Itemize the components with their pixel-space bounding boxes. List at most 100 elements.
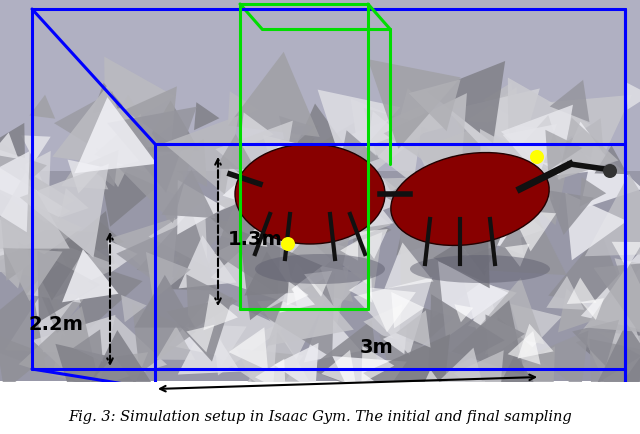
Polygon shape bbox=[566, 278, 596, 304]
Polygon shape bbox=[15, 229, 96, 301]
Polygon shape bbox=[262, 178, 305, 224]
Polygon shape bbox=[200, 325, 246, 366]
Polygon shape bbox=[211, 218, 297, 306]
Polygon shape bbox=[593, 261, 640, 335]
Polygon shape bbox=[465, 143, 536, 215]
Polygon shape bbox=[396, 311, 431, 348]
Text: Fig. 3: Simulation setup in Isaac Gym. The initial and final sampling: Fig. 3: Simulation setup in Isaac Gym. T… bbox=[68, 409, 572, 423]
Polygon shape bbox=[68, 160, 102, 194]
Polygon shape bbox=[501, 105, 573, 181]
Polygon shape bbox=[484, 202, 566, 276]
Polygon shape bbox=[349, 276, 372, 303]
Text: 3m: 3m bbox=[360, 338, 394, 357]
Polygon shape bbox=[111, 218, 175, 284]
Polygon shape bbox=[19, 306, 100, 390]
Polygon shape bbox=[37, 251, 100, 322]
Polygon shape bbox=[166, 298, 233, 362]
Polygon shape bbox=[186, 325, 214, 352]
Polygon shape bbox=[585, 263, 640, 334]
Polygon shape bbox=[320, 266, 365, 310]
Polygon shape bbox=[0, 173, 70, 249]
Polygon shape bbox=[228, 53, 320, 138]
Polygon shape bbox=[114, 352, 148, 384]
Polygon shape bbox=[581, 249, 640, 336]
Polygon shape bbox=[207, 199, 284, 270]
Polygon shape bbox=[0, 194, 49, 248]
Polygon shape bbox=[204, 294, 238, 330]
Ellipse shape bbox=[235, 145, 385, 244]
Polygon shape bbox=[271, 223, 346, 300]
Polygon shape bbox=[557, 122, 615, 176]
Polygon shape bbox=[294, 104, 345, 151]
Polygon shape bbox=[114, 122, 185, 199]
Polygon shape bbox=[317, 90, 400, 171]
Polygon shape bbox=[580, 145, 640, 210]
Polygon shape bbox=[239, 230, 323, 320]
Polygon shape bbox=[326, 181, 391, 249]
Polygon shape bbox=[577, 286, 640, 350]
Polygon shape bbox=[108, 240, 138, 273]
Polygon shape bbox=[132, 304, 196, 373]
Polygon shape bbox=[121, 295, 147, 322]
Polygon shape bbox=[400, 215, 470, 295]
Polygon shape bbox=[484, 324, 518, 355]
Polygon shape bbox=[343, 166, 371, 192]
Polygon shape bbox=[456, 122, 491, 153]
Circle shape bbox=[281, 237, 295, 251]
Polygon shape bbox=[355, 230, 388, 260]
Polygon shape bbox=[532, 331, 589, 391]
Polygon shape bbox=[340, 240, 358, 261]
Polygon shape bbox=[0, 284, 46, 371]
Polygon shape bbox=[287, 282, 308, 306]
Text: 2.2m: 2.2m bbox=[28, 315, 83, 334]
Polygon shape bbox=[178, 319, 241, 375]
Polygon shape bbox=[505, 244, 529, 267]
Polygon shape bbox=[62, 250, 118, 302]
Polygon shape bbox=[210, 294, 284, 375]
Polygon shape bbox=[576, 316, 640, 394]
Polygon shape bbox=[581, 299, 604, 320]
Polygon shape bbox=[40, 293, 84, 334]
Polygon shape bbox=[235, 329, 323, 404]
Polygon shape bbox=[287, 265, 349, 330]
Polygon shape bbox=[550, 81, 589, 123]
Polygon shape bbox=[363, 335, 450, 429]
Polygon shape bbox=[321, 167, 394, 235]
Polygon shape bbox=[483, 317, 557, 395]
Polygon shape bbox=[215, 135, 255, 170]
Polygon shape bbox=[463, 191, 524, 256]
Polygon shape bbox=[409, 80, 461, 132]
Polygon shape bbox=[54, 225, 120, 298]
Polygon shape bbox=[391, 292, 424, 329]
Polygon shape bbox=[255, 359, 285, 394]
Polygon shape bbox=[177, 181, 225, 235]
Polygon shape bbox=[467, 88, 520, 148]
Polygon shape bbox=[466, 175, 499, 208]
Polygon shape bbox=[428, 62, 505, 144]
Polygon shape bbox=[452, 300, 525, 376]
Polygon shape bbox=[332, 356, 406, 423]
Polygon shape bbox=[508, 79, 591, 173]
Polygon shape bbox=[156, 326, 195, 360]
Polygon shape bbox=[168, 301, 227, 358]
Polygon shape bbox=[514, 126, 552, 161]
Polygon shape bbox=[364, 108, 413, 158]
Polygon shape bbox=[0, 189, 82, 281]
Polygon shape bbox=[364, 305, 402, 347]
Polygon shape bbox=[7, 151, 51, 201]
Polygon shape bbox=[497, 147, 554, 201]
Polygon shape bbox=[339, 131, 380, 174]
Polygon shape bbox=[0, 143, 47, 216]
Polygon shape bbox=[468, 300, 502, 333]
Polygon shape bbox=[237, 349, 304, 410]
Polygon shape bbox=[475, 278, 544, 345]
Polygon shape bbox=[428, 295, 504, 381]
Polygon shape bbox=[547, 191, 594, 235]
Polygon shape bbox=[218, 161, 277, 220]
Polygon shape bbox=[296, 209, 356, 270]
Polygon shape bbox=[0, 152, 29, 233]
Ellipse shape bbox=[410, 256, 550, 283]
Polygon shape bbox=[54, 92, 113, 158]
Polygon shape bbox=[438, 262, 508, 338]
Polygon shape bbox=[163, 206, 232, 275]
